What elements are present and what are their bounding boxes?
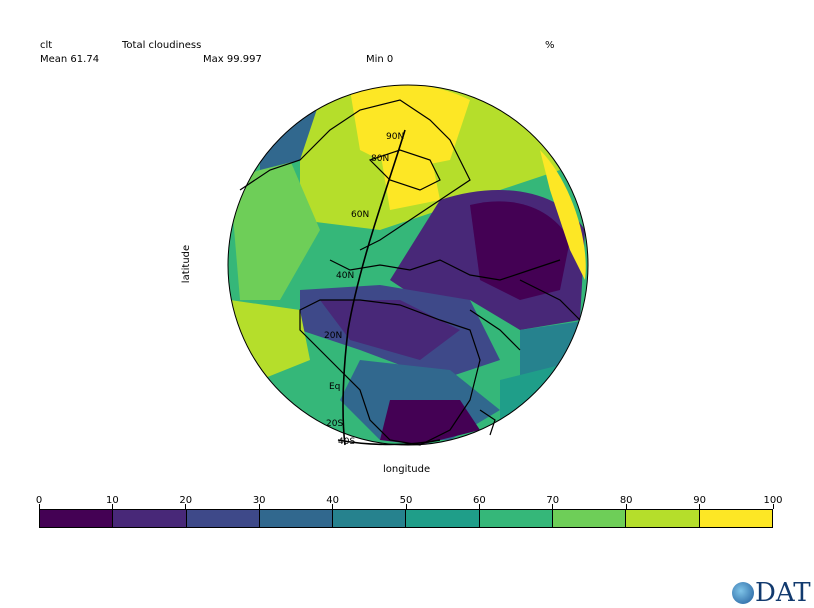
colorbar-tick-mark [38, 504, 40, 509]
globe-outline [227, 84, 589, 446]
colorbar-segment [259, 510, 334, 527]
colorbar [39, 509, 773, 528]
units-label: % [545, 40, 555, 51]
colorbar-tick-label: 30 [252, 495, 266, 506]
lat-label-eq: Eq [329, 382, 340, 392]
colorbar-tick-mark [699, 504, 701, 509]
lat-label-40s: 40S [338, 437, 355, 447]
colorbar-tick-label: 0 [35, 495, 43, 506]
colorbar-segment [186, 510, 260, 527]
colorbar-segment [626, 510, 700, 527]
colorbar-tick-mark [625, 504, 627, 509]
lat-label-20s: 20S [326, 419, 343, 429]
colorbar-tick-mark [185, 504, 187, 509]
lat-label-80n: 80N [371, 154, 389, 164]
colorbar-segment [479, 510, 554, 527]
lat-label-20n: 20N [324, 331, 342, 341]
logo-text: DAT [755, 578, 811, 608]
colorbar-tick-label: 50 [399, 495, 413, 506]
lat-label-90n: 90N [386, 132, 404, 142]
colorbar-tick-label: 90 [693, 495, 706, 506]
colorbar-tick-mark [332, 504, 334, 509]
colorbar-segment [406, 510, 480, 527]
colorbar-tick-mark [111, 504, 113, 509]
colorbar-segment [113, 510, 187, 527]
colorbar-tick-mark [258, 504, 260, 509]
colorbar-tick-mark [552, 504, 554, 509]
cdat-logo: DAT [732, 578, 811, 608]
colorbar-segment [553, 510, 627, 527]
colorbar-tick-mark [405, 504, 407, 509]
colorbar-tick-label: 100 [763, 495, 783, 506]
colorbar-tick-label: 10 [106, 495, 119, 506]
colorbar-tick-label: 70 [546, 495, 560, 506]
cloud-field [228, 85, 588, 445]
mean-value: Mean 61.74 [40, 54, 100, 65]
max-value: Max 99.997 [203, 54, 262, 65]
colorbar-tick-label: 40 [326, 495, 339, 506]
globe-logo-icon [732, 582, 754, 604]
lat-label-40n: 40N [336, 271, 354, 281]
coastlines [239, 99, 581, 446]
colorbar-tick-label: 20 [179, 495, 193, 506]
colorbar-tick-mark [772, 504, 774, 509]
meridian-line [342, 129, 406, 446]
colorbar-segment [333, 510, 407, 527]
colorbar-tick-label: 80 [619, 495, 633, 506]
x-axis-label: longitude [383, 464, 431, 475]
variable-long-name: Total cloudiness [122, 40, 202, 51]
colorbar-tick-label: 60 [473, 495, 486, 506]
parallel-line [337, 439, 441, 446]
colorbar-segment [40, 510, 114, 527]
variable-name: clt [40, 40, 53, 51]
lat-label-60n: 60N [351, 210, 369, 220]
colorbar-tick-mark [478, 504, 480, 509]
colorbar-segment [699, 510, 772, 527]
min-value: Min 0 [366, 54, 394, 65]
